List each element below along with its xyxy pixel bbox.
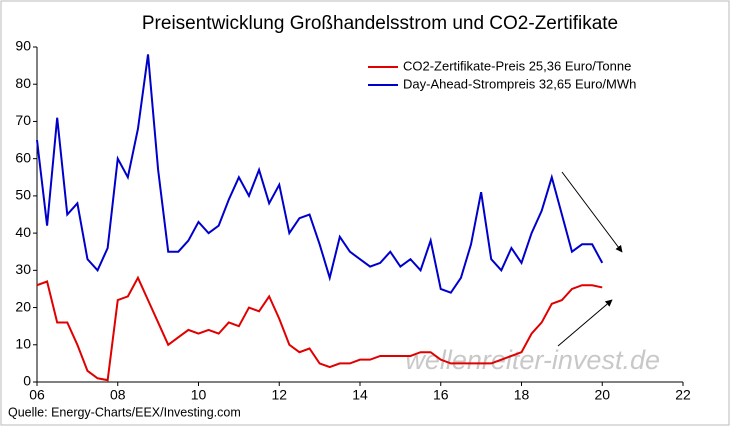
legend-label: Day-Ahead-Strompreis 32,65 Euro/MWh (403, 76, 636, 91)
x-tick-label: 12 (271, 387, 287, 403)
y-tick-label: 40 (15, 224, 31, 240)
y-tick-label: 60 (15, 149, 31, 165)
y-tick-label: 50 (15, 187, 31, 203)
source: Quelle: Energy-Charts/EEX/Investing.com (8, 405, 241, 419)
y-tick-label: 0 (23, 373, 31, 389)
y-tick-label: 30 (15, 261, 31, 277)
series-line (36, 275, 603, 382)
arrow-down (561, 171, 623, 253)
x-tick-label: 18 (514, 387, 530, 403)
y-tick-label: 70 (15, 112, 31, 128)
watermark: wellenreiter-invest.de (405, 345, 660, 375)
series-line (36, 54, 604, 294)
chart-title: Preisentwicklung Großhandelsstrom und CO… (142, 13, 618, 34)
x-tick-label: 16 (433, 387, 449, 403)
y-tick-label: 90 (15, 38, 31, 54)
x-tick-label: 08 (110, 387, 126, 403)
y-tick-label: 20 (15, 298, 31, 314)
x-tick-label: 06 (29, 387, 45, 403)
y-tick-label: 80 (15, 75, 31, 91)
x-tick-label: 20 (594, 387, 610, 403)
x-tick-label: 22 (675, 387, 691, 403)
x-tick-label: 14 (352, 387, 368, 403)
arrow-up (557, 299, 613, 347)
legend-label: CO2-Zertifikate-Preis 25,36 Euro/Tonne (403, 58, 631, 73)
x-tick-label: 10 (191, 387, 207, 403)
y-tick-label: 10 (15, 335, 31, 351)
